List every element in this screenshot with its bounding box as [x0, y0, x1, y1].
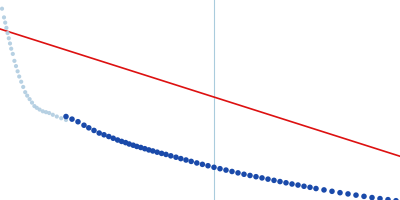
Point: [6, 37, 12, 40]
Point: [199, 163, 206, 166]
Point: [377, 197, 383, 200]
Point: [289, 182, 295, 186]
Point: [26, 98, 33, 101]
Point: [96, 131, 102, 135]
Point: [75, 120, 81, 123]
Point: [146, 148, 152, 152]
Point: [369, 196, 375, 199]
Point: [58, 117, 64, 120]
Point: [22, 91, 28, 94]
Point: [114, 138, 121, 142]
Point: [329, 190, 335, 193]
Point: [29, 101, 35, 104]
Point: [345, 192, 351, 196]
Point: [20, 85, 26, 89]
Point: [205, 164, 211, 167]
Point: [69, 118, 75, 121]
Point: [223, 168, 229, 172]
Point: [43, 111, 49, 114]
Point: [31, 104, 38, 108]
Point: [10, 52, 16, 56]
Point: [40, 110, 46, 113]
Point: [122, 141, 129, 144]
Point: [4, 31, 11, 35]
Point: [63, 118, 69, 122]
Point: [34, 106, 40, 109]
Point: [173, 156, 179, 159]
Point: [321, 188, 327, 192]
Point: [301, 185, 307, 188]
Point: [1, 16, 7, 19]
Point: [158, 152, 165, 155]
Point: [138, 146, 144, 149]
Point: [81, 124, 87, 127]
Point: [307, 186, 313, 189]
Point: [118, 140, 125, 143]
Point: [217, 167, 223, 170]
Point: [178, 157, 184, 160]
Point: [142, 147, 148, 150]
Point: [54, 115, 60, 118]
Point: [126, 142, 132, 146]
Point: [361, 195, 367, 198]
Point: [168, 154, 174, 157]
Point: [277, 180, 283, 183]
Point: [14, 70, 21, 73]
Point: [36, 108, 43, 111]
Point: [353, 194, 359, 197]
Point: [24, 94, 30, 97]
Point: [247, 174, 253, 177]
Point: [229, 170, 235, 173]
Point: [106, 135, 112, 138]
Point: [265, 178, 271, 181]
Point: [393, 199, 399, 200]
Point: [7, 42, 13, 45]
Point: [235, 171, 241, 174]
Point: [110, 137, 116, 140]
Point: [3, 26, 10, 29]
Point: [188, 160, 194, 163]
Point: [50, 113, 56, 116]
Point: [211, 166, 217, 169]
Point: [86, 126, 92, 129]
Point: [8, 47, 14, 50]
Point: [16, 75, 22, 78]
Point: [183, 158, 189, 162]
Point: [163, 153, 169, 156]
Point: [271, 179, 277, 182]
Point: [241, 173, 247, 176]
Point: [13, 64, 19, 68]
Point: [253, 175, 259, 178]
Point: [194, 161, 200, 165]
Point: [337, 191, 343, 194]
Point: [18, 80, 24, 83]
Point: [0, 7, 5, 10]
Point: [2, 21, 8, 24]
Point: [313, 187, 319, 190]
Point: [134, 145, 140, 148]
Point: [101, 133, 107, 136]
Point: [11, 59, 18, 62]
Point: [295, 183, 301, 187]
Point: [154, 151, 160, 154]
Point: [385, 198, 391, 200]
Point: [283, 181, 289, 184]
Point: [150, 149, 156, 153]
Point: [91, 129, 97, 132]
Point: [46, 111, 52, 115]
Point: [130, 144, 136, 147]
Point: [63, 115, 69, 118]
Point: [259, 176, 265, 180]
